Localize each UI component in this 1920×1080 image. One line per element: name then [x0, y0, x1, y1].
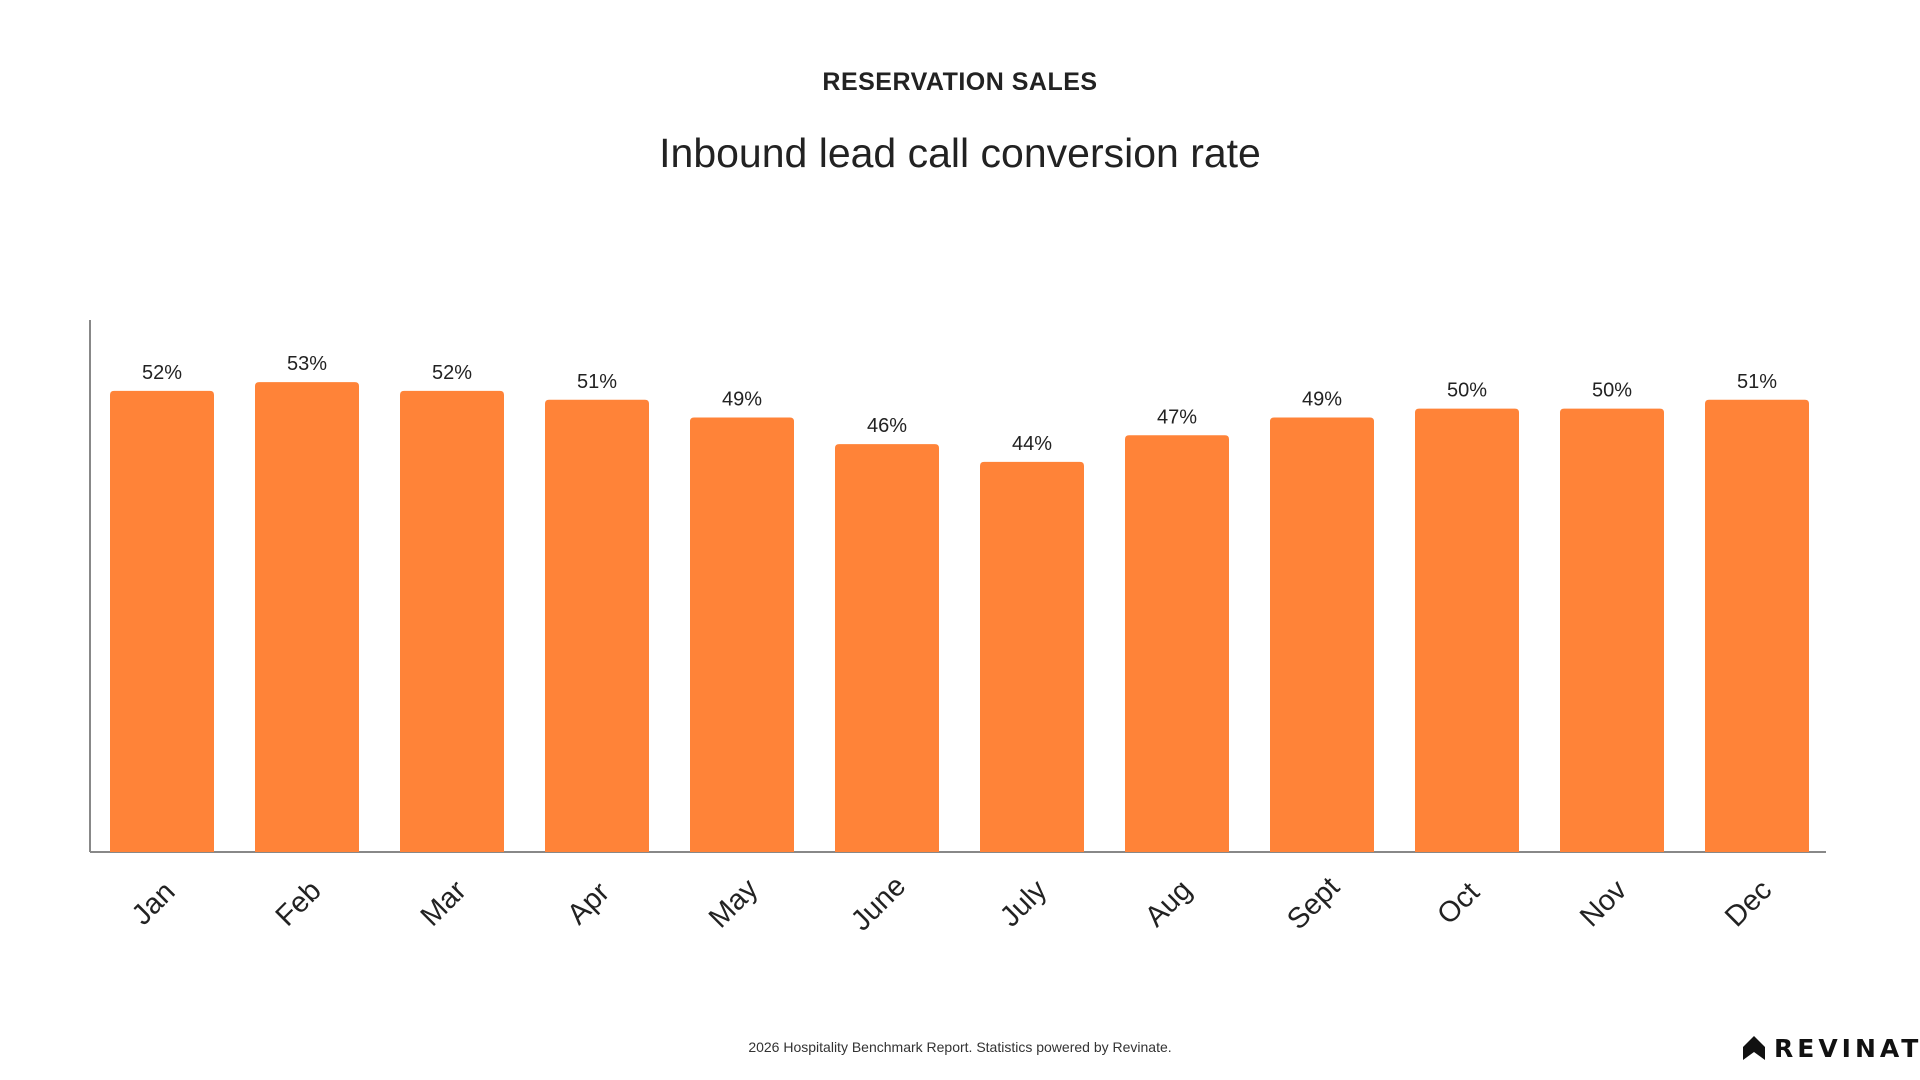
- brand-logo: REVINATE: [1742, 1033, 1920, 1063]
- bar-may: [690, 417, 794, 852]
- data-label-mar: 52%: [432, 362, 472, 384]
- bar-sept: [1270, 417, 1374, 852]
- x-tick-label-sept: Sept: [1281, 871, 1346, 936]
- brand-name: REVINATE: [1774, 1033, 1920, 1063]
- x-tick-label-aug: Aug: [1139, 874, 1198, 933]
- x-tick-label-july: July: [994, 874, 1053, 933]
- x-tick-label-jan: Jan: [126, 876, 182, 932]
- bar-nov: [1560, 408, 1664, 852]
- data-label-dec: 51%: [1737, 371, 1777, 393]
- x-tick-label-mar: Mar: [415, 874, 473, 932]
- bar-june: [835, 444, 939, 852]
- x-tick-label-oct: Oct: [1431, 876, 1486, 931]
- data-label-oct: 50%: [1447, 380, 1487, 402]
- data-label-nov: 50%: [1592, 380, 1632, 402]
- bar-oct: [1415, 408, 1519, 852]
- data-label-sept: 49%: [1302, 389, 1342, 411]
- data-label-aug: 47%: [1157, 406, 1197, 428]
- x-tick-label-apr: Apr: [561, 876, 616, 931]
- bar-mar: [400, 390, 504, 852]
- revinate-logo-icon: [1743, 1036, 1765, 1060]
- bar-dec: [1705, 399, 1809, 852]
- bar-july: [980, 461, 1084, 852]
- chart-title: Inbound lead call conversion rate: [659, 130, 1261, 176]
- data-label-july: 44%: [1012, 433, 1052, 455]
- data-label-may: 49%: [722, 389, 762, 411]
- x-tick-label-may: May: [703, 873, 765, 935]
- bar-jan: [110, 390, 214, 852]
- data-label-feb: 53%: [287, 353, 327, 375]
- x-tick-label-dec: Dec: [1719, 874, 1778, 933]
- section-eyebrow: RESERVATION SALES: [822, 68, 1098, 96]
- x-tick-label-nov: Nov: [1574, 874, 1633, 933]
- bar-apr: [545, 399, 649, 852]
- footer-note: 2026 Hospitality Benchmark Report. Stati…: [748, 1039, 1172, 1055]
- bar-aug: [1125, 435, 1229, 852]
- bar-feb: [255, 382, 359, 852]
- x-tick-label-feb: Feb: [270, 875, 328, 933]
- x-tick-label-june: June: [845, 870, 912, 937]
- data-label-jan: 52%: [142, 362, 182, 384]
- data-label-june: 46%: [867, 415, 907, 437]
- data-label-apr: 51%: [577, 371, 617, 393]
